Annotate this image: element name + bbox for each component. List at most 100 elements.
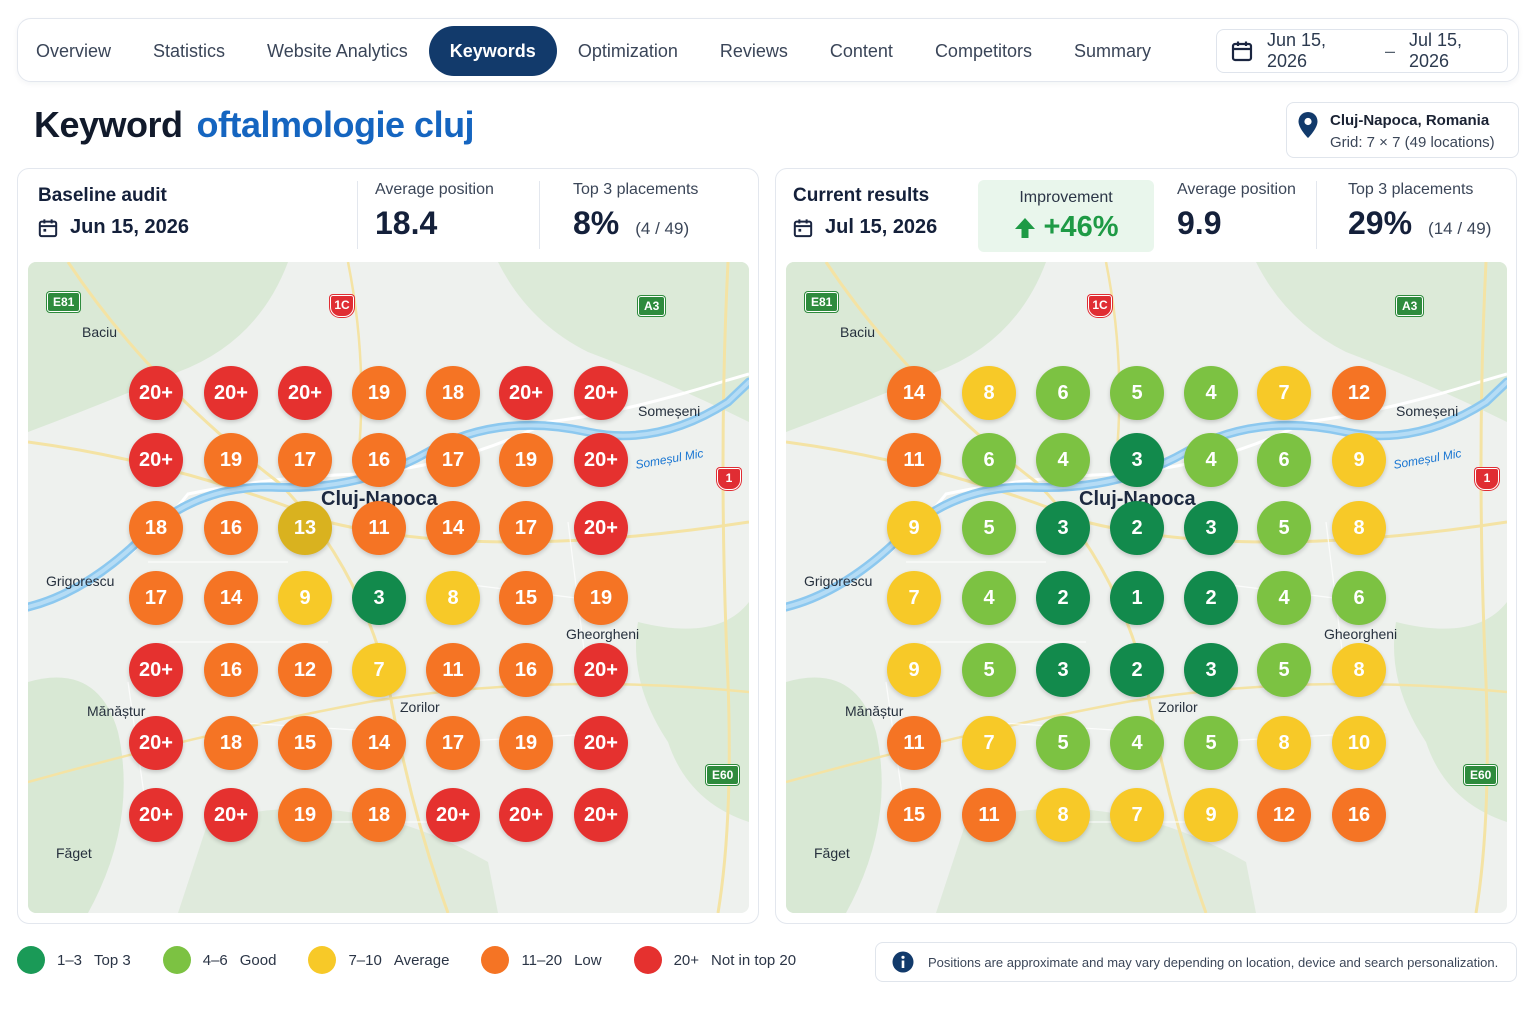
rank-point[interactable]: 2 — [1110, 643, 1164, 697]
rank-point[interactable]: 17 — [499, 501, 553, 555]
rank-point[interactable]: 3 — [352, 571, 406, 625]
rank-point[interactable]: 9 — [1184, 788, 1238, 842]
rank-point[interactable]: 3 — [1184, 643, 1238, 697]
rank-point[interactable]: 3 — [1036, 501, 1090, 555]
rank-point[interactable]: 2 — [1184, 571, 1238, 625]
rank-point[interactable]: 19 — [278, 788, 332, 842]
rank-point[interactable]: 20+ — [204, 788, 258, 842]
rank-point[interactable]: 16 — [352, 433, 406, 487]
rank-point[interactable]: 7 — [352, 643, 406, 697]
rank-point[interactable]: 14 — [352, 716, 406, 770]
tab-reviews[interactable]: Reviews — [719, 41, 788, 61]
rank-point[interactable]: 5 — [1110, 366, 1164, 420]
rank-point[interactable]: 20+ — [574, 788, 628, 842]
rank-point[interactable]: 13 — [278, 501, 332, 555]
current-rank-map[interactable]: Baciu Someșeni Someșul Mic Cluj-Napoca Grigo… — [786, 262, 1507, 913]
rank-point[interactable]: 2 — [1036, 571, 1090, 625]
rank-point[interactable]: 7 — [1110, 788, 1164, 842]
rank-point[interactable]: 20+ — [574, 501, 628, 555]
rank-point[interactable]: 11 — [962, 788, 1016, 842]
rank-point[interactable]: 20+ — [278, 366, 332, 420]
rank-point[interactable]: 10 — [1332, 716, 1386, 770]
rank-point[interactable]: 11 — [352, 501, 406, 555]
rank-point[interactable]: 6 — [1036, 366, 1090, 420]
rank-point[interactable]: 3 — [1110, 433, 1164, 487]
rank-point[interactable]: 9 — [1332, 433, 1386, 487]
rank-point[interactable]: 20+ — [574, 433, 628, 487]
rank-point[interactable]: 6 — [962, 433, 1016, 487]
rank-point[interactable]: 17 — [129, 571, 183, 625]
rank-point[interactable]: 5 — [1257, 643, 1311, 697]
rank-point[interactable]: 4 — [1184, 433, 1238, 487]
rank-point[interactable]: 12 — [1332, 366, 1386, 420]
rank-point[interactable]: 6 — [1332, 571, 1386, 625]
rank-point[interactable]: 12 — [1257, 788, 1311, 842]
rank-point[interactable]: 19 — [204, 433, 258, 487]
rank-point[interactable]: 15 — [887, 788, 941, 842]
rank-point[interactable]: 20+ — [129, 433, 183, 487]
tab-optimization[interactable]: Optimization — [577, 41, 678, 61]
rank-point[interactable]: 15 — [499, 571, 553, 625]
rank-point[interactable]: 8 — [962, 366, 1016, 420]
rank-point[interactable]: 16 — [204, 501, 258, 555]
rank-point[interactable]: 5 — [962, 643, 1016, 697]
rank-point[interactable]: 20+ — [129, 643, 183, 697]
rank-point[interactable]: 4 — [1110, 716, 1164, 770]
rank-point[interactable]: 4 — [1036, 433, 1090, 487]
rank-point[interactable]: 16 — [204, 643, 258, 697]
rank-point[interactable]: 8 — [426, 571, 480, 625]
rank-point[interactable]: 2 — [1110, 501, 1164, 555]
tab-keywords[interactable]: Keywords — [428, 26, 557, 76]
rank-point[interactable]: 20+ — [129, 366, 183, 420]
rank-point[interactable]: 20+ — [129, 788, 183, 842]
rank-point[interactable]: 20+ — [574, 716, 628, 770]
rank-point[interactable]: 20+ — [499, 366, 553, 420]
rank-point[interactable]: 19 — [574, 571, 628, 625]
rank-point[interactable]: 5 — [1184, 716, 1238, 770]
rank-point[interactable]: 5 — [1036, 716, 1090, 770]
tab-competitors[interactable]: Competitors — [934, 41, 1032, 61]
rank-point[interactable]: 7 — [887, 571, 941, 625]
rank-point[interactable]: 17 — [278, 433, 332, 487]
rank-point[interactable]: 6 — [1257, 433, 1311, 487]
rank-point[interactable]: 5 — [962, 501, 1016, 555]
rank-point[interactable]: 18 — [426, 366, 480, 420]
rank-point[interactable]: 4 — [1257, 571, 1311, 625]
tab-overview[interactable]: Overview — [36, 41, 112, 61]
rank-point[interactable]: 20+ — [499, 788, 553, 842]
rank-point[interactable]: 20+ — [204, 366, 258, 420]
rank-point[interactable]: 7 — [1257, 366, 1311, 420]
rank-point[interactable]: 19 — [499, 433, 553, 487]
rank-point[interactable]: 8 — [1036, 788, 1090, 842]
rank-point[interactable]: 19 — [352, 366, 406, 420]
rank-point[interactable]: 19 — [499, 716, 553, 770]
rank-point[interactable]: 9 — [887, 643, 941, 697]
rank-point[interactable]: 15 — [278, 716, 332, 770]
rank-point[interactable]: 14 — [204, 571, 258, 625]
rank-point[interactable]: 17 — [426, 433, 480, 487]
rank-point[interactable]: 16 — [1332, 788, 1386, 842]
date-range-picker[interactable]: Jun 15, 2026 – Jul 15, 2026 — [1216, 29, 1508, 73]
rank-point[interactable]: 20+ — [426, 788, 480, 842]
rank-point[interactable]: 18 — [204, 716, 258, 770]
rank-point[interactable]: 11 — [426, 643, 480, 697]
rank-point[interactable]: 14 — [887, 366, 941, 420]
rank-point[interactable]: 14 — [426, 501, 480, 555]
rank-point[interactable]: 18 — [352, 788, 406, 842]
rank-point[interactable]: 9 — [278, 571, 332, 625]
rank-point[interactable]: 1 — [1110, 571, 1164, 625]
rank-point[interactable]: 16 — [499, 643, 553, 697]
rank-point[interactable]: 20+ — [129, 716, 183, 770]
rank-point[interactable]: 17 — [426, 716, 480, 770]
tab-summary[interactable]: Summary — [1073, 41, 1151, 61]
tab-website-analytics[interactable]: Website Analytics — [267, 41, 408, 61]
tab-content[interactable]: Content — [829, 41, 893, 61]
rank-point[interactable]: 4 — [962, 571, 1016, 625]
baseline-rank-map[interactable]: Baciu Someșeni Someșul Mic Cluj-Napoca Grigo… — [28, 262, 749, 913]
rank-point[interactable]: 3 — [1036, 643, 1090, 697]
rank-point[interactable]: 8 — [1332, 501, 1386, 555]
rank-point[interactable]: 12 — [278, 643, 332, 697]
rank-point[interactable]: 9 — [887, 501, 941, 555]
rank-point[interactable]: 11 — [887, 716, 941, 770]
rank-point[interactable]: 20+ — [574, 643, 628, 697]
